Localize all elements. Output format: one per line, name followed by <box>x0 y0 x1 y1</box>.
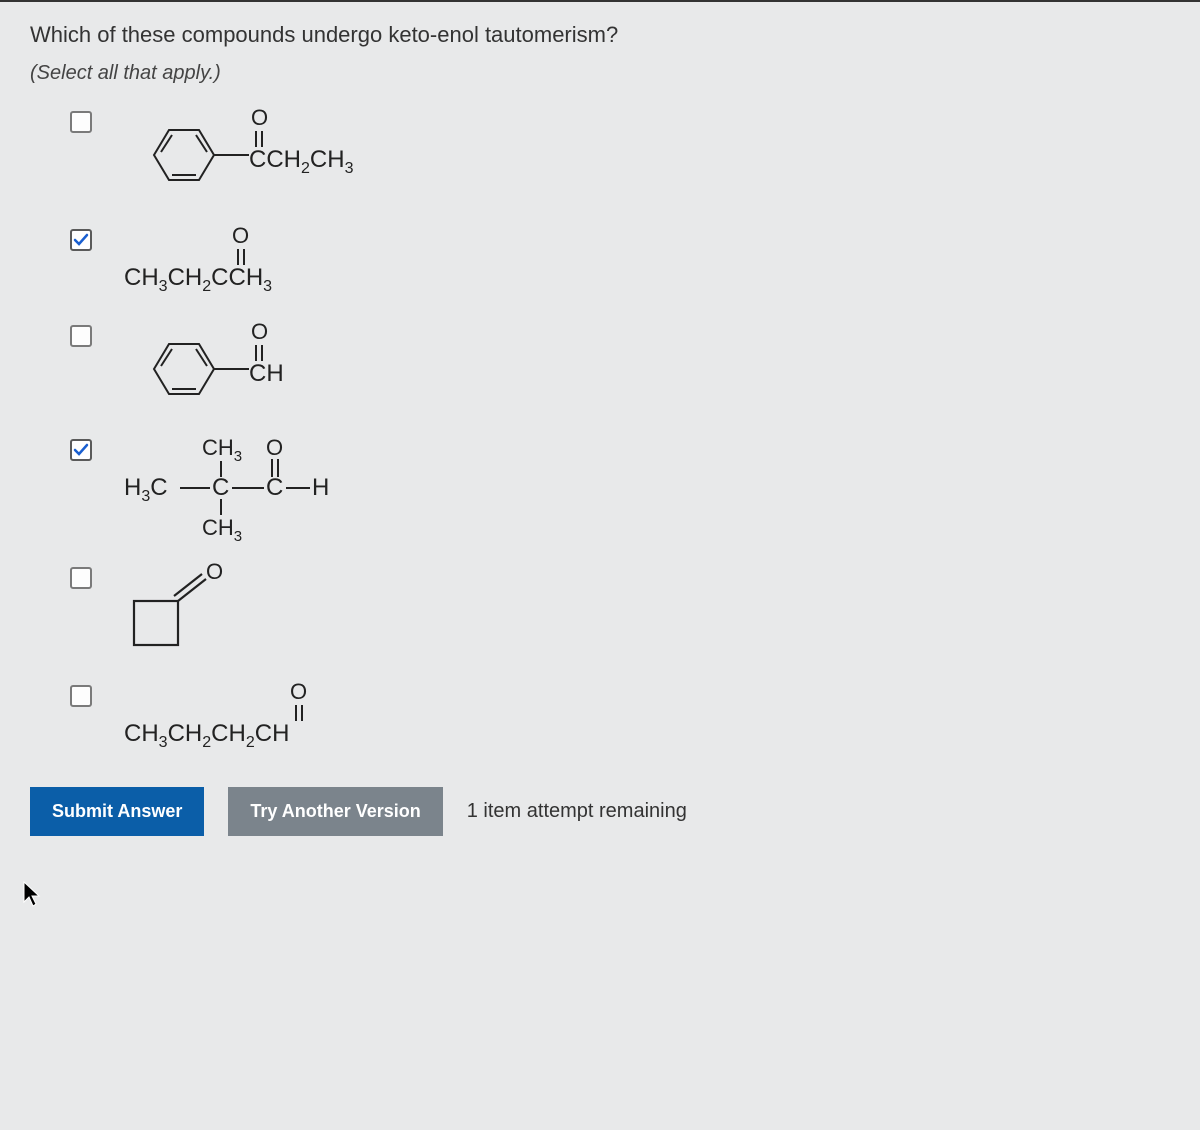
svg-text:O: O <box>232 223 249 248</box>
svg-text:C: C <box>266 474 283 501</box>
pivaldehyde-structure: CH3 O H3C C C H CH3 <box>114 433 374 543</box>
question-instruction: (Select all that apply.) <box>30 62 1170 85</box>
svg-text:C: C <box>212 474 229 501</box>
footer-row: Submit Answer Try Another Version 1 item… <box>30 787 1170 836</box>
benzaldehyde-structure: O CH <box>114 319 324 415</box>
try-another-button[interactable]: Try Another Version <box>228 787 442 836</box>
check-icon <box>73 232 89 248</box>
options-list: O CCH2CH3 O CH3CH2CCH3 <box>70 105 1170 757</box>
compound-2: O CH3CH2CCH3 <box>114 223 354 301</box>
butanal-structure: O CH3CH2CH2CH <box>114 679 374 757</box>
svg-text:CH: CH <box>249 360 284 387</box>
svg-text:O: O <box>251 319 268 344</box>
svg-text:O: O <box>290 679 307 704</box>
submit-button[interactable]: Submit Answer <box>30 787 204 836</box>
svg-text:CH3CH2CCH3: CH3CH2CCH3 <box>124 264 272 295</box>
checkbox-1[interactable] <box>70 111 92 133</box>
svg-text:CH3: CH3 <box>202 515 242 543</box>
svg-text:H: H <box>312 474 329 501</box>
attempts-remaining: 1 item attempt remaining <box>467 800 687 823</box>
svg-text:H3C: H3C <box>124 474 168 505</box>
option-row-6: O CH3CH2CH2CH <box>70 679 1170 757</box>
cursor-icon <box>22 880 42 908</box>
checkbox-3[interactable] <box>70 325 92 347</box>
svg-text:O: O <box>266 435 283 460</box>
phenyl-propanone-structure: O CCH2CH3 <box>114 105 374 205</box>
question-prompt: Which of these compounds undergo keto-en… <box>30 22 1170 48</box>
option-row-5: O <box>70 561 1170 661</box>
compound-4: CH3 O H3C C C H CH3 <box>114 433 374 543</box>
svg-text:O: O <box>206 561 223 584</box>
compound-5: O <box>114 561 254 661</box>
cyclobutanone-structure: O <box>114 561 254 661</box>
option-row-4: CH3 O H3C C C H CH3 <box>70 433 1170 543</box>
checkbox-6[interactable] <box>70 685 92 707</box>
question-panel: Which of these compounds undergo keto-en… <box>0 0 1200 1130</box>
checkbox-4[interactable] <box>70 439 92 461</box>
option-row-2: O CH3CH2CCH3 <box>70 223 1170 301</box>
check-icon <box>73 442 89 458</box>
svg-text:CH3CH2CH2CH: CH3CH2CH2CH <box>124 720 289 751</box>
checkbox-5[interactable] <box>70 567 92 589</box>
compound-3: O CH <box>114 319 324 415</box>
option-row-3: O CH <box>70 319 1170 415</box>
svg-text:CCH2CH3: CCH2CH3 <box>249 146 354 177</box>
compound-1: O CCH2CH3 <box>114 105 374 205</box>
option-row-1: O CCH2CH3 <box>70 105 1170 205</box>
butanone-structure: O CH3CH2CCH3 <box>114 223 354 301</box>
compound-6: O CH3CH2CH2CH <box>114 679 374 757</box>
svg-text:O: O <box>251 105 268 130</box>
checkbox-2[interactable] <box>70 229 92 251</box>
svg-text:CH3: CH3 <box>202 435 242 465</box>
